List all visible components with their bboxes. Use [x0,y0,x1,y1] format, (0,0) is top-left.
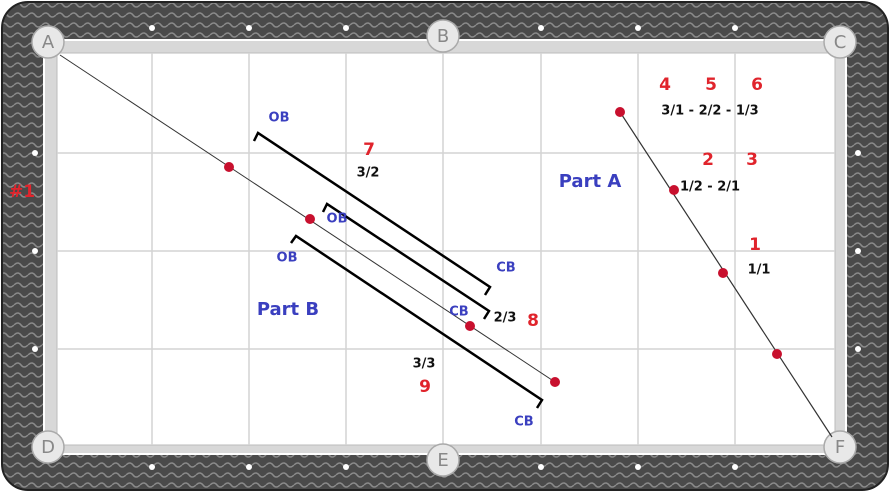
ob-label: OB [277,251,298,266]
pocket-label: C [834,32,847,53]
cb-label: CB [514,415,533,430]
fraction: 3/3 [413,357,436,372]
pocket-label: E [437,450,448,471]
pocket-label: B [437,26,449,47]
pocket-label: F [835,437,845,458]
fraction: 1/1 [748,263,771,278]
pocket-label: D [41,437,55,458]
part-title: Part B [257,299,319,320]
shot-number: 7 [363,140,375,160]
diamonds [32,25,861,470]
shot-number: 5 [705,75,717,95]
cb-label: CB [496,261,515,276]
shot-number: 9 [419,377,431,397]
part-title: Part A [559,171,622,192]
shot-number: 1 [749,235,761,255]
shot-number: 3 [746,150,758,170]
ob-label: OB [269,111,290,126]
balls [224,107,782,387]
felt [56,52,836,446]
fraction: 3/1 - 2/2 - 1/3 [661,104,758,119]
shot-number: 4 [659,75,671,95]
side-label: #1 [9,182,35,202]
fraction: 3/2 [357,166,380,181]
grid [57,53,835,445]
shot-number: 6 [751,75,763,95]
ob-label: OB [327,212,348,227]
pocket-label: A [42,32,55,53]
cb-label: CB [449,305,468,320]
fraction: 2/3 [494,311,517,326]
pockets [31,19,857,477]
shot-number: 8 [527,311,539,331]
shot-number: 2 [702,150,714,170]
brackets [252,131,544,409]
fraction: 1/2 - 2/1 [680,180,740,195]
